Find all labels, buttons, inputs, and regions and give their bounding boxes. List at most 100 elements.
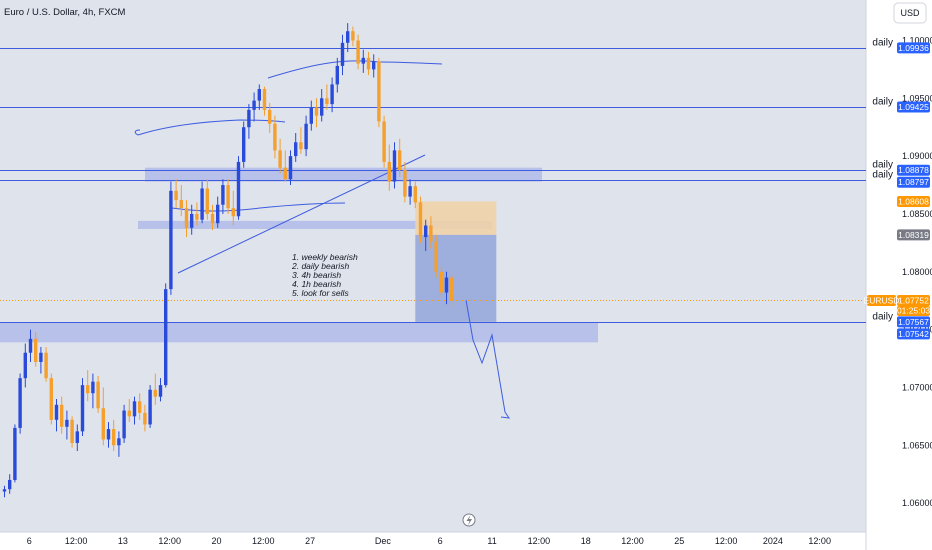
- price-badge: 1.08608: [897, 195, 930, 207]
- candle-up: [148, 385, 152, 428]
- price-tick-label: 1.06500: [902, 440, 932, 450]
- candle-up: [117, 431, 121, 457]
- candle-down: [205, 179, 209, 220]
- time-tick-label: 12:00: [621, 536, 644, 546]
- time-tick-label: 18: [581, 536, 591, 546]
- candle-down: [439, 266, 443, 298]
- time-tick-label: 27: [305, 536, 315, 546]
- take-profit-zone[interactable]: [415, 234, 497, 322]
- short-position-layer[interactable]: [415, 201, 497, 322]
- projection-path[interactable]: [465, 299, 506, 413]
- level-label: daily: [872, 312, 893, 323]
- svg-text:1.08608: 1.08608: [898, 196, 929, 206]
- sr-zone[interactable]: [138, 220, 492, 229]
- candle-down: [356, 34, 360, 70]
- symbol-title[interactable]: Euro / U.S. Dollar, 4h, FXCM: [4, 7, 126, 18]
- candle-up: [288, 150, 293, 186]
- candle-down: [138, 393, 142, 420]
- candle-up: [309, 100, 313, 131]
- candle-down: [403, 161, 407, 203]
- candle-down: [434, 234, 438, 278]
- candle-up: [392, 142, 397, 189]
- candle-up: [408, 179, 412, 205]
- time-tick-label: 12:00: [808, 536, 831, 546]
- candle-down: [60, 396, 64, 434]
- candle-down: [86, 370, 90, 402]
- candle-down: [184, 200, 189, 238]
- lightning-icon[interactable]: [462, 513, 476, 527]
- candle-up: [346, 23, 350, 53]
- candle-down: [382, 115, 386, 168]
- svg-text:1.08878: 1.08878: [898, 165, 929, 175]
- sr-zone[interactable]: [145, 167, 542, 182]
- candle-up: [216, 196, 220, 228]
- candle-up: [8, 474, 12, 494]
- candle-down: [44, 346, 48, 382]
- candle-up: [54, 399, 59, 432]
- price-tick-label: 1.09000: [902, 151, 932, 161]
- candle-up: [65, 410, 69, 440]
- price-tick-label: 1.07000: [902, 382, 932, 392]
- candle-down: [70, 416, 74, 448]
- candle-down: [377, 57, 381, 128]
- candle-up: [200, 181, 204, 224]
- price-badge: 1.08878: [897, 164, 930, 176]
- time-tick-label: 6: [27, 536, 32, 546]
- zone-curve-drawing[interactable]: [171, 202, 346, 212]
- drawings-layer[interactable]: 1. weekly bearish 2. daily bearish 3. 4h…: [134, 60, 511, 419]
- candle-down: [299, 127, 303, 154]
- candle-up: [23, 343, 27, 388]
- candle-up: [158, 378, 163, 402]
- time-axis-background[interactable]: [0, 532, 866, 550]
- candle-up: [236, 156, 241, 220]
- candle-up: [252, 92, 256, 122]
- price-tick-label: 1.08000: [902, 267, 932, 277]
- candle-down: [210, 204, 215, 231]
- candle-down: [273, 115, 277, 159]
- price-badge: 1.07752: [897, 294, 930, 306]
- candle-down: [450, 274, 454, 307]
- projection-arrowhead: [500, 411, 511, 419]
- candle-down: [413, 181, 417, 209]
- symbol-badge: EURUSD: [864, 294, 899, 306]
- candle-up: [28, 329, 33, 362]
- time-tick-label: 13: [118, 536, 128, 546]
- candle-down: [231, 190, 235, 226]
- price-badge: 1.09936: [897, 42, 930, 54]
- candle-up: [444, 271, 449, 305]
- candle-up: [320, 89, 324, 122]
- candle-up: [424, 219, 428, 251]
- note-line-2: 2. daily bearish: [291, 261, 349, 271]
- candle-up: [122, 404, 126, 443]
- sr-zone[interactable]: [0, 322, 598, 343]
- candle-up: [190, 204, 194, 235]
- candle-up: [164, 283, 168, 388]
- price-axis-background[interactable]: [866, 0, 932, 550]
- time-tick-label: 25: [674, 536, 684, 546]
- note-line-4: 4. 1h bearish: [292, 279, 341, 289]
- time-tick-label: 12:00: [528, 536, 551, 546]
- note-line-5: 5. look for sells: [292, 288, 349, 298]
- currency-button[interactable]: USD: [893, 2, 927, 24]
- mid-curve-drawing[interactable]: [137, 119, 286, 136]
- time-tick-label: 12:00: [252, 536, 275, 546]
- candle-down: [101, 387, 105, 446]
- stop-loss-zone[interactable]: [415, 201, 497, 235]
- level-label: daily: [872, 160, 893, 171]
- candle-up: [106, 422, 111, 448]
- zones-layer: [0, 167, 598, 343]
- svg-text:1.08319: 1.08319: [898, 230, 929, 240]
- price-tick-label: 1.08500: [902, 209, 932, 219]
- candle-down: [351, 26, 355, 47]
- time-tick-label: 6: [438, 536, 443, 546]
- note-line-3: 3. 4h bearish: [292, 270, 341, 280]
- countdown-badge: 01:25:03: [897, 305, 930, 316]
- candle-down: [283, 150, 287, 182]
- svg-text:1.07567: 1.07567: [898, 317, 929, 327]
- candle-up: [242, 121, 246, 168]
- candle-up: [75, 424, 79, 452]
- trendline-drawing[interactable]: [177, 154, 426, 274]
